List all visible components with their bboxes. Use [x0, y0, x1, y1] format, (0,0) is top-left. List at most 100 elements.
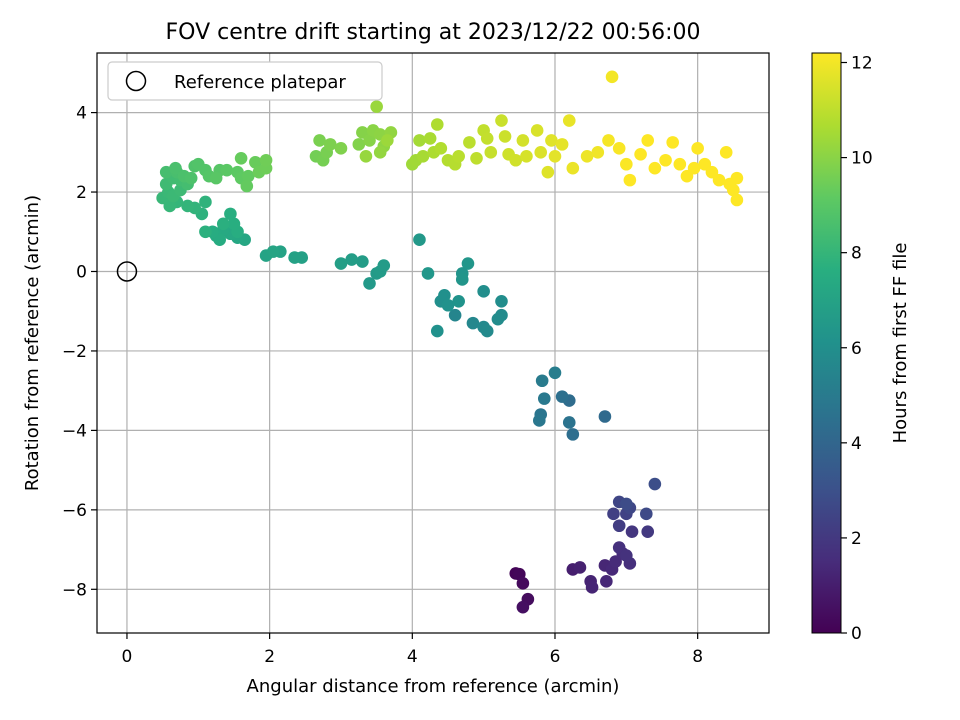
x-tick-label: 6	[550, 647, 561, 667]
data-point	[259, 153, 273, 167]
data-point	[463, 136, 476, 149]
data-point	[480, 324, 494, 338]
colorbar-tick-label: 10	[851, 149, 873, 169]
data-point	[480, 132, 494, 145]
legend-label: Reference platepar	[174, 72, 346, 93]
data-point	[466, 316, 480, 330]
data-point	[438, 289, 451, 302]
data-point	[666, 136, 679, 149]
data-point	[620, 157, 633, 171]
data-point	[416, 149, 430, 163]
data-point	[605, 70, 619, 84]
data-point	[448, 308, 462, 322]
x-axis-ticks: 0 2 4 6 8	[122, 633, 703, 667]
data-point	[659, 153, 672, 167]
colorbar-label: Hours from first FF file	[890, 243, 911, 444]
data-point	[216, 217, 230, 231]
data-point	[537, 392, 551, 405]
colorbar-tick-label: 4	[851, 434, 862, 454]
data-point	[591, 146, 605, 159]
data-point	[241, 169, 255, 183]
data-point	[240, 179, 254, 193]
reference-platepar-marker	[116, 261, 138, 282]
x-axis-label: Angular distance from reference (arcmin)	[247, 676, 620, 697]
data-point	[562, 114, 576, 127]
data-point	[548, 149, 562, 163]
y-tick-label: 0	[76, 262, 87, 282]
data-point	[585, 581, 599, 594]
data-point	[730, 171, 744, 185]
data-point	[641, 525, 655, 538]
data-point	[491, 312, 505, 326]
colorbar-tick-label: 12	[851, 54, 873, 74]
data-point	[573, 561, 587, 574]
data-point	[691, 142, 704, 155]
data-point	[363, 277, 376, 290]
data-point	[555, 390, 569, 403]
y-tick-label: 4	[76, 104, 87, 124]
data-point	[530, 124, 544, 137]
data-point	[509, 153, 523, 167]
data-point	[625, 525, 639, 538]
data-point	[470, 151, 483, 165]
y-tick-label: −4	[62, 421, 87, 441]
data-point	[516, 134, 530, 147]
data-point	[413, 134, 426, 147]
data-point	[730, 193, 744, 207]
data-point	[495, 114, 508, 127]
data-point	[227, 217, 241, 231]
data-point	[566, 428, 580, 441]
data-point	[220, 163, 234, 177]
legend-marker-icon	[125, 70, 147, 92]
colorbar-tick-label: 2	[851, 529, 862, 549]
legend: Reference platepar	[107, 61, 383, 101]
data-point	[266, 245, 280, 258]
data-point	[580, 149, 594, 163]
data-point	[169, 161, 182, 175]
data-point	[434, 142, 448, 155]
data-point	[477, 285, 490, 298]
data-point	[452, 149, 465, 163]
colorbar-gradient	[811, 52, 842, 634]
data-point	[639, 507, 653, 521]
data-point	[641, 134, 655, 147]
data-point	[687, 161, 701, 175]
data-point	[673, 157, 687, 171]
data-point	[452, 294, 465, 308]
x-tick-label: 8	[692, 647, 703, 667]
data-point	[421, 267, 435, 280]
data-point	[352, 138, 366, 151]
data-point	[712, 173, 726, 187]
x-tick-label: 4	[407, 647, 418, 667]
data-point	[199, 225, 212, 239]
data-point	[334, 142, 348, 155]
data-point	[441, 298, 455, 312]
data-point	[535, 374, 549, 388]
data-point	[209, 171, 223, 185]
colorbar-ticks: 0 2 4 6 8 10 12	[841, 54, 873, 644]
data-point	[516, 577, 530, 590]
data-point	[181, 199, 194, 213]
data-point	[359, 149, 373, 163]
data-point	[184, 171, 198, 185]
y-tick-label: 2	[76, 183, 87, 203]
y-tick-label: −2	[62, 342, 87, 362]
data-point	[334, 257, 348, 270]
data-point	[612, 519, 626, 533]
colorbar-tick-label: 8	[851, 244, 862, 264]
data-point	[430, 324, 444, 338]
data-point	[634, 148, 647, 161]
data-point	[323, 138, 337, 151]
data-point	[313, 134, 326, 147]
data-point	[602, 134, 615, 147]
data-point	[455, 273, 469, 286]
data-point	[612, 142, 626, 155]
data-point	[495, 294, 508, 308]
data-point	[545, 134, 558, 147]
x-tick-label: 2	[264, 647, 275, 667]
data-point	[648, 477, 662, 491]
colorbar: 0 2 4 6 8 10 12 Hours from first FF file	[811, 52, 911, 644]
data-point	[461, 257, 475, 270]
y-axis-label: Rotation from reference (arcmin)	[22, 195, 43, 491]
